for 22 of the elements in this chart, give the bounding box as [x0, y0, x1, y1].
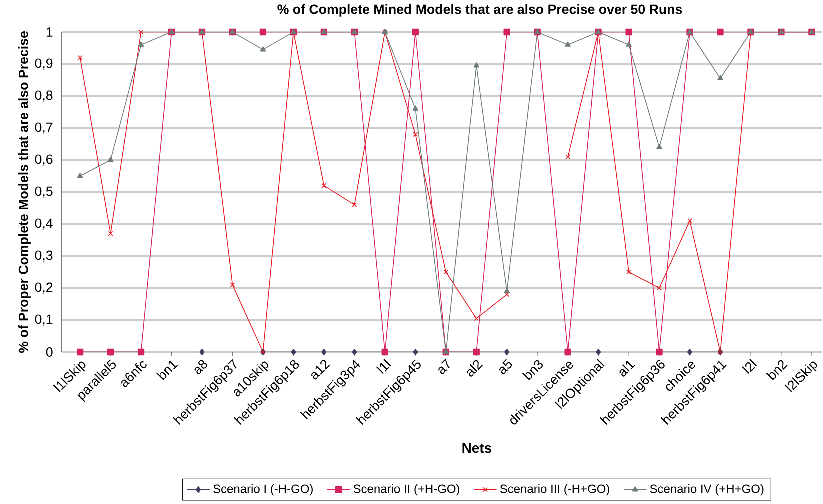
y-tick-label: 0,7 — [35, 122, 53, 134]
y-tick-label: 0,4 — [35, 218, 53, 230]
x-tick-label: l2l — [742, 359, 758, 374]
y-tick-label: 0,6 — [35, 154, 53, 166]
legend-label: Scenario II (+H-GO) — [354, 484, 460, 496]
x-tick-label: a5 — [500, 359, 512, 374]
y-tick-label: 0,5 — [35, 186, 53, 198]
legend-label: Scenario I (-H-GO) — [214, 484, 313, 496]
x-tick-label: a7 — [438, 358, 450, 374]
legend-label: Scenario III (-H+GO) — [500, 484, 610, 496]
x-tick-label: al2 — [467, 360, 483, 377]
legend-label: Scenario IV (+H+GO) — [650, 484, 764, 496]
y-tick-label: 0 — [46, 347, 53, 357]
x-axis-title: Nets — [462, 443, 492, 454]
y-tick-label: 1 — [46, 28, 53, 37]
y-tick-label: 0,8 — [35, 90, 53, 102]
y-tick-label: 0,3 — [35, 250, 53, 262]
y-tick-label: 0,9 — [35, 58, 53, 70]
y-tick-label: 0,1 — [35, 314, 53, 326]
chart-title: % of Complete Mined Models that are also Precise over 50 Runs — [278, 4, 682, 17]
y-tick-label: 0,2 — [35, 282, 53, 294]
y-axis-title: % of Proper Complete Models that are also Precise — [18, 31, 31, 353]
